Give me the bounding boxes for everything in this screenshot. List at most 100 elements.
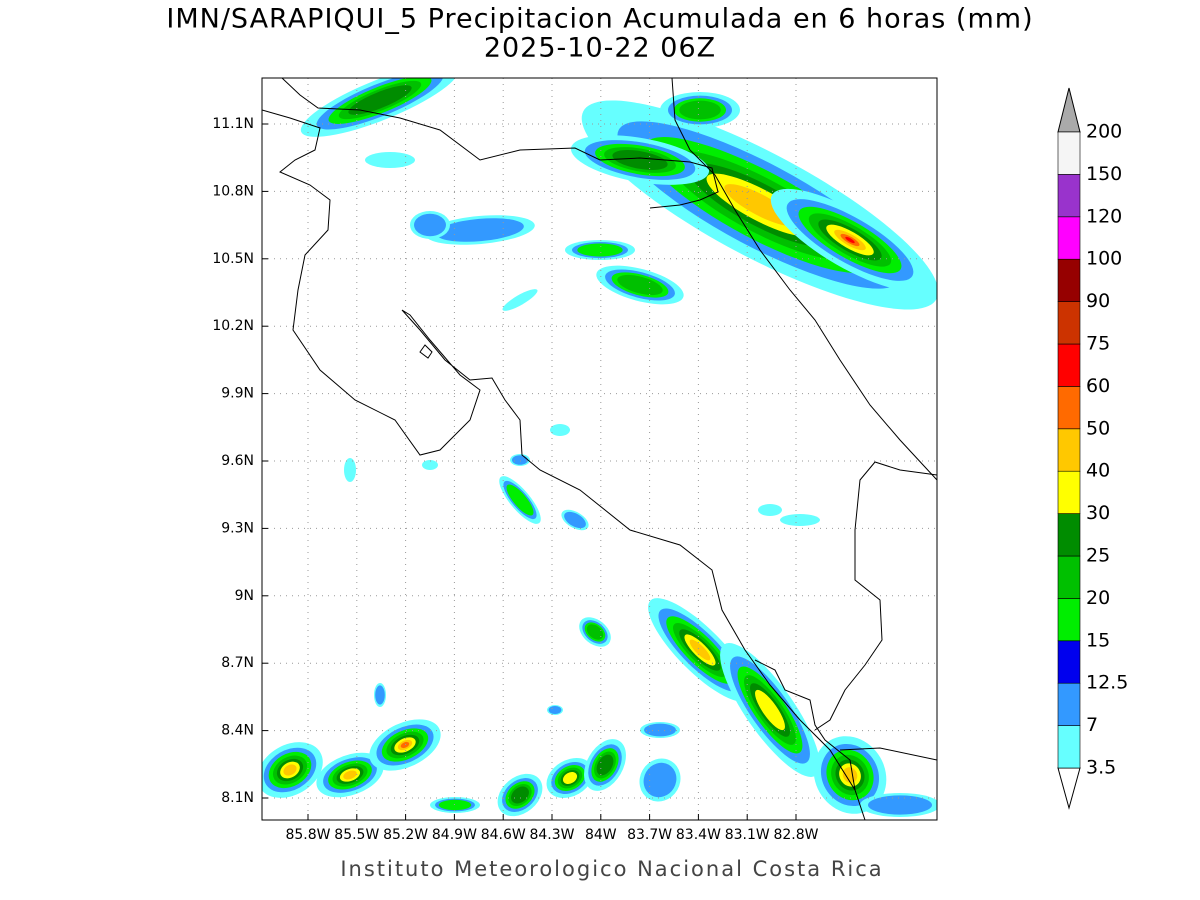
lat-tick-label: 9N xyxy=(235,588,254,604)
colorbar-label: 75 xyxy=(1086,333,1110,355)
lon-tick-label: 83.1W xyxy=(725,827,770,843)
lon-tick-label: 84.3W xyxy=(529,827,574,843)
rain-cell xyxy=(365,152,415,168)
colorbar-segment xyxy=(1057,598,1081,642)
colorbar-segment xyxy=(1057,470,1081,514)
colorbar-over xyxy=(1057,87,1081,133)
rain-cell xyxy=(640,722,680,738)
rain-cell xyxy=(780,514,820,526)
colorbar-segment xyxy=(1057,640,1081,684)
rain-contour xyxy=(755,689,785,731)
colorbar-label: 40 xyxy=(1086,460,1110,482)
rain-cell xyxy=(497,773,543,817)
rain-cell xyxy=(510,454,530,466)
rain-contour xyxy=(596,754,614,776)
subtitle: 2025-10-22 06Z xyxy=(484,33,716,64)
grid: 11.1N 10.8N 10.5N 10.2N 9.9N 9.6N 9.3N 9N 8.7N 8.… xyxy=(212,78,937,843)
rain-cell xyxy=(860,793,937,817)
rain-cell xyxy=(499,476,541,524)
colorbar-label: 15 xyxy=(1086,629,1110,651)
rain-cell xyxy=(561,509,589,531)
rain-cell xyxy=(584,739,626,791)
rain-contour xyxy=(564,511,586,529)
lon-tick-label: 82.8W xyxy=(773,827,818,843)
lon-tick-label: 85.2W xyxy=(383,827,428,843)
colorbar-segment xyxy=(1057,386,1081,430)
colorbar-label: 30 xyxy=(1086,502,1110,524)
colorbar-label: 3.5 xyxy=(1086,757,1116,779)
colorbar-segment xyxy=(1057,301,1081,345)
rain-contour xyxy=(643,762,677,798)
colorbar-label: 20 xyxy=(1086,587,1110,609)
rain-contour xyxy=(780,514,820,526)
rain-contour xyxy=(502,289,538,311)
lon-tick-label: 83.4W xyxy=(676,827,721,843)
rain-contour xyxy=(586,624,604,640)
rain-contour xyxy=(617,274,663,296)
lat-tick-label: 9.3N xyxy=(221,520,254,536)
colorbar-label: 7 xyxy=(1086,714,1098,736)
rain-cell xyxy=(579,617,611,647)
rain-cell xyxy=(581,100,937,310)
rain-cell xyxy=(639,758,681,802)
colorbar-segment xyxy=(1057,682,1081,726)
colorbar-label: 25 xyxy=(1086,545,1110,567)
colorbar-segment xyxy=(1057,174,1081,218)
colorbar: 3.5 7 12.5 15 20 25 30 40 50 60 75 90 100 120 150 200 xyxy=(1057,87,1128,810)
lat-tick-label: 8.1N xyxy=(221,790,254,806)
colorbar-segment xyxy=(1057,131,1081,175)
rain-contour xyxy=(422,460,438,470)
title: IMN/SARAPIQUI_5 Precipitacion Acumulada … xyxy=(166,4,1033,35)
lon-tick-label: 83.7W xyxy=(627,827,672,843)
lat-tick-label: 8.4N xyxy=(221,723,254,739)
rain-cell xyxy=(262,742,323,798)
lat-tick-label: 9.9N xyxy=(221,386,254,402)
rain-contour xyxy=(562,772,578,784)
coastlines xyxy=(262,78,937,820)
colorbar-label: 50 xyxy=(1086,417,1110,439)
lon-tick-label: 84.6W xyxy=(481,827,526,843)
rain-cell xyxy=(374,683,386,707)
rain-cell xyxy=(502,289,538,311)
rain-cell xyxy=(410,211,450,239)
map-frame xyxy=(261,77,938,821)
rain-contour xyxy=(283,764,297,776)
precipitation-field xyxy=(262,78,937,817)
colorbar-label: 150 xyxy=(1086,163,1122,185)
rain-cell xyxy=(547,705,563,715)
lon-tick-label: 85.5W xyxy=(334,827,379,843)
lon-tick-label: 85.8W xyxy=(285,827,330,843)
rain-contour xyxy=(512,455,528,465)
colorbar-label: 200 xyxy=(1086,121,1122,143)
rain-contour xyxy=(644,723,676,737)
lat-tick-label: 11.1N xyxy=(212,116,254,132)
rain-contour xyxy=(612,150,668,170)
colorbar-under xyxy=(1057,767,1081,810)
colorbar-label: 90 xyxy=(1086,290,1110,312)
lat-tick-label: 10.2N xyxy=(212,318,254,334)
rain-cell xyxy=(565,240,635,260)
rain-cell xyxy=(550,424,570,436)
rain-cell xyxy=(720,643,820,777)
colorbar-label: 60 xyxy=(1086,375,1110,397)
rain-contour xyxy=(438,799,472,811)
rain-contour xyxy=(868,795,932,815)
lat-tick-label: 10.5N xyxy=(212,251,254,267)
rain-cell xyxy=(758,504,782,516)
colorbar-segment xyxy=(1057,258,1081,302)
rain-contour xyxy=(548,706,562,714)
rain-contour xyxy=(577,243,623,257)
rain-contour xyxy=(343,770,357,780)
lat-tick-label: 8.7N xyxy=(221,655,254,671)
colorbar-label: 120 xyxy=(1086,205,1122,227)
lon-tick-label: 84W xyxy=(585,827,617,843)
colorbar-segment xyxy=(1057,513,1081,557)
rain-cell xyxy=(344,458,356,482)
rain-contour xyxy=(436,218,524,242)
rain-contour xyxy=(344,458,356,482)
rain-cell xyxy=(369,719,441,771)
rain-contour xyxy=(375,685,385,705)
colorbar-label: 100 xyxy=(1086,248,1122,270)
rain-contour xyxy=(414,213,446,237)
